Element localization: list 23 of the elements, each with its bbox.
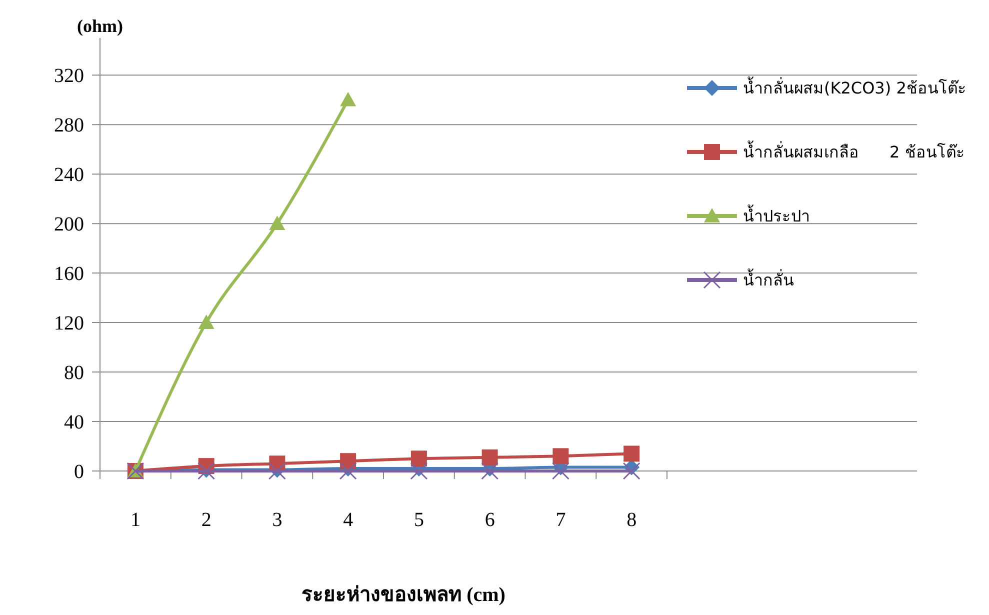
- y-tick-label: 160: [54, 263, 84, 286]
- x-axis-title: ระยะห่างของเพลท (cm): [302, 584, 506, 606]
- y-tick-label: 80: [64, 362, 84, 384]
- y-axis-title: (ohm): [77, 16, 123, 36]
- x-tick-label: 6: [484, 509, 495, 531]
- x-tick-label: 8: [626, 509, 637, 531]
- x-tick-label: 7: [556, 509, 566, 531]
- x-tick-label: 3: [272, 509, 282, 531]
- y-tick-label: 200: [54, 214, 84, 236]
- y-tick-label: 280: [54, 114, 84, 137]
- legend-label: น้ำประปา: [743, 204, 810, 226]
- y-tick-label: 0: [74, 461, 84, 483]
- legend-label: น้ำกลั่นผสมเกลือ 2 ช้อนโต๊ะ: [743, 140, 965, 162]
- x-tick-label: 2: [201, 509, 212, 531]
- legend-label: น้ำกลั่น: [743, 268, 794, 290]
- x-tick-label: 4: [343, 509, 354, 531]
- y-tick-label: 120: [54, 312, 84, 335]
- y-tick-label: 240: [54, 164, 84, 186]
- y-tick-label: 40: [64, 412, 84, 434]
- x-tick-label: 1: [130, 509, 140, 531]
- y-tick-label: 320: [54, 65, 84, 88]
- x-tick-label: 5: [414, 509, 424, 531]
- legend-label: น้ำกลั่นผสม(K2CO3) 2ช้อนโต๊ะ: [743, 76, 966, 98]
